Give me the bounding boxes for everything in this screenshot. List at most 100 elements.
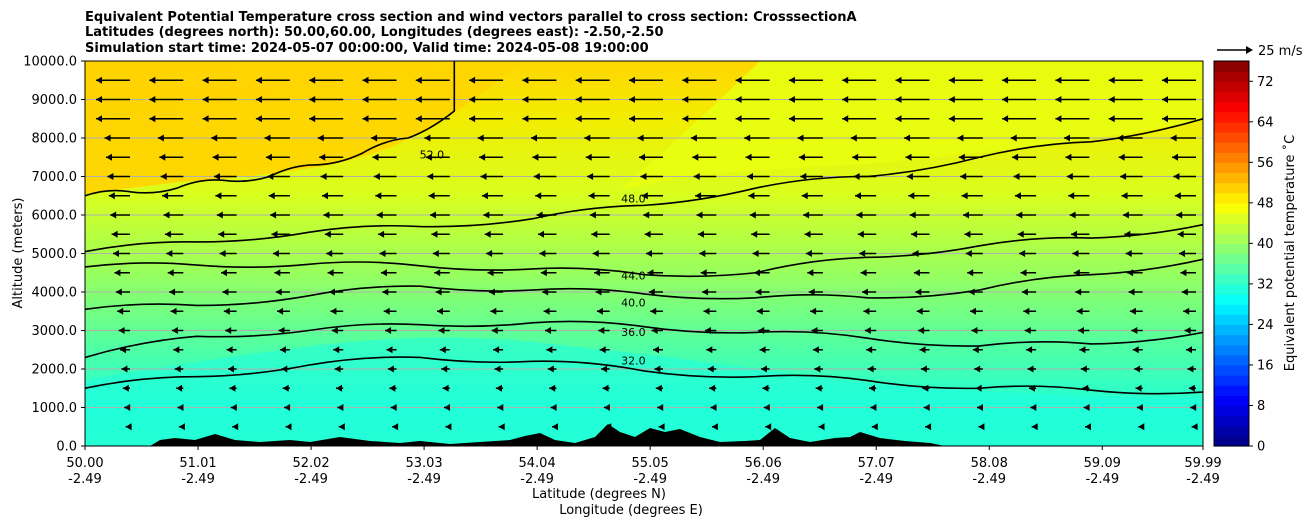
- wind-vector: [385, 327, 397, 334]
- colorbar-tick-label: 16: [1257, 358, 1274, 373]
- wind-vector: [693, 173, 717, 180]
- terrain: [150, 424, 945, 446]
- wind-vector: [538, 230, 557, 238]
- wind-vector: [905, 153, 930, 161]
- colorbar-band: [1214, 364, 1249, 376]
- wind-vector: [490, 307, 504, 315]
- wind-vector: [219, 250, 237, 257]
- wind-vector: [1055, 115, 1090, 123]
- wind-vector: [1078, 327, 1090, 334]
- wind-vector: [540, 269, 557, 277]
- wind-vector: [761, 365, 770, 373]
- wind-vector: [589, 211, 610, 219]
- wind-vector: [149, 115, 184, 123]
- wind-vector: [522, 76, 557, 84]
- wind-vector: [115, 288, 130, 296]
- wind-vector: [755, 288, 770, 296]
- wind-vector: [309, 76, 344, 84]
- wind-vector: [118, 327, 130, 334]
- colorbar-band: [1214, 344, 1249, 356]
- colorbar-band: [1214, 324, 1249, 336]
- wind-vector: [108, 192, 130, 200]
- wind-vector: [1108, 96, 1143, 103]
- wind-vector: [1068, 192, 1090, 200]
- wind-vector: [216, 211, 237, 219]
- wind-vector: [442, 384, 450, 392]
- wind-vector: [1162, 96, 1196, 103]
- x-tick-label-lon: -2.49: [859, 472, 893, 487]
- wind-vector: [1131, 327, 1143, 334]
- wind-vector: [373, 173, 397, 180]
- y-tick-label: 8000.0: [32, 132, 78, 147]
- x-tick-label-lat: 51.01: [179, 456, 216, 471]
- wind-vector: [810, 307, 823, 315]
- wind-vector: [575, 96, 610, 103]
- wind-vector: [594, 269, 610, 277]
- wind-vector: [1002, 96, 1037, 103]
- wind-vector: [1136, 404, 1143, 411]
- wind-vector: [1083, 404, 1090, 411]
- wind-vector: [807, 269, 823, 277]
- wind-vector: [860, 269, 877, 277]
- contour-label: 40.0: [621, 297, 646, 310]
- wind-vector: [226, 346, 237, 354]
- wind-vector: [469, 76, 504, 84]
- x-tick-label-lon: -2.49: [746, 472, 780, 487]
- wind-vector: [601, 365, 610, 373]
- wind-vector: [961, 192, 983, 200]
- wind-vector: [487, 269, 504, 277]
- wind-vector: [380, 269, 397, 277]
- contour-line: [85, 61, 456, 197]
- wind-vector: [1121, 192, 1143, 200]
- wind-vector: [382, 288, 397, 296]
- wind-vector: [751, 230, 770, 238]
- y-tick-label: 5000.0: [32, 247, 78, 262]
- wind-vector: [960, 173, 983, 180]
- wind-vector: [309, 96, 344, 103]
- wind-vector: [1027, 365, 1037, 373]
- wind-vector: [639, 153, 663, 161]
- wind-vector: [752, 250, 770, 257]
- wind-vector: [379, 250, 397, 257]
- wind-vector: [173, 346, 184, 354]
- wind-vector: [1134, 365, 1143, 373]
- wind-vector: [585, 153, 610, 161]
- colorbar-tick-label: 48: [1257, 196, 1274, 211]
- wind-vector: [268, 192, 290, 200]
- wind-vector: [1187, 365, 1196, 373]
- plot-area: 52.0 48.0 44.0 40.0 36.0 32.0: [85, 61, 1203, 446]
- wind-vector: [376, 211, 397, 219]
- wind-vector: [424, 134, 450, 142]
- colorbar-band: [1214, 334, 1249, 346]
- wind-vector: [202, 96, 237, 103]
- wind-vector: [711, 423, 718, 431]
- colorbar-tick-label: 0: [1257, 440, 1265, 455]
- wind-vector: [749, 211, 770, 219]
- wind-vector: [1190, 404, 1197, 411]
- x-tick-label-lat: 58.08: [971, 456, 1008, 471]
- wind-vector: [177, 404, 184, 411]
- theta-e-low-region: [85, 337, 1203, 446]
- wind-vector: [700, 269, 717, 277]
- wind-vector: [383, 307, 397, 315]
- wind-vector: [1014, 192, 1037, 200]
- wind-vector: [378, 230, 397, 238]
- wind-vector: [96, 76, 130, 84]
- colorbar-band: [1214, 162, 1249, 174]
- wind-vector: [1180, 269, 1196, 277]
- wind-vector: [977, 404, 983, 411]
- wind-vector: [575, 76, 610, 84]
- colorbar-band: [1214, 81, 1249, 92]
- wind-vector: [222, 288, 237, 296]
- colorbar-band: [1214, 385, 1249, 396]
- contour-label: 52.0: [420, 148, 445, 161]
- wind-vector: [438, 327, 450, 334]
- colorbar-band: [1214, 375, 1249, 386]
- wind-vector: [477, 134, 504, 142]
- colorbar-tick-label: 24: [1257, 318, 1274, 333]
- wind-vector: [710, 404, 717, 411]
- wind-vector: [533, 173, 557, 180]
- x-tick-label-lat: 55.05: [632, 456, 669, 471]
- wind-vector: [788, 76, 823, 84]
- wind-vector: [324, 230, 344, 238]
